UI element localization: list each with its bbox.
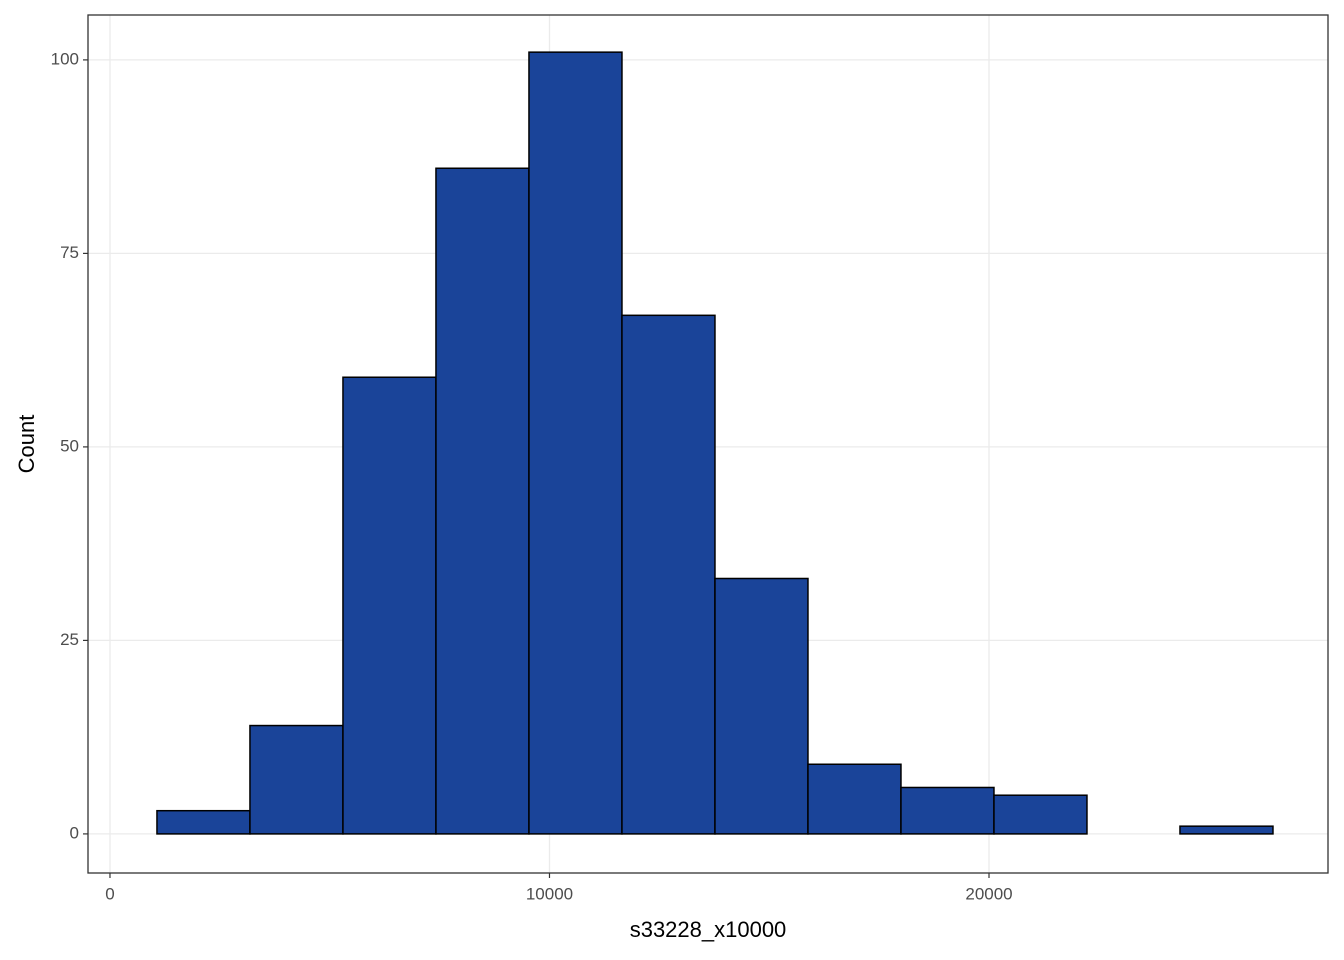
- bar: [435, 167, 530, 835]
- x-tick-label: 10000: [526, 884, 573, 903]
- x-tick-label: 0: [105, 884, 114, 903]
- bar: [621, 314, 716, 835]
- y-tick-label: 50: [60, 436, 79, 455]
- x-axis-title: s33228_x10000: [630, 917, 787, 942]
- y-tick-label: 100: [51, 49, 79, 68]
- y-tick-label: 25: [60, 630, 79, 649]
- x-tick-label: 20000: [965, 884, 1012, 903]
- bar: [528, 51, 623, 835]
- y-tick-label: 75: [60, 243, 79, 262]
- bar: [156, 809, 251, 835]
- bar: [993, 794, 1088, 835]
- bar: [342, 376, 437, 835]
- y-tick-label: 0: [70, 823, 79, 842]
- y-axis-title: Count: [14, 415, 39, 474]
- bar: [807, 763, 902, 835]
- panel-border: [87, 14, 1329, 874]
- bar: [900, 786, 995, 835]
- bar: [714, 577, 809, 835]
- bar: [249, 724, 344, 835]
- bar: [1179, 825, 1274, 835]
